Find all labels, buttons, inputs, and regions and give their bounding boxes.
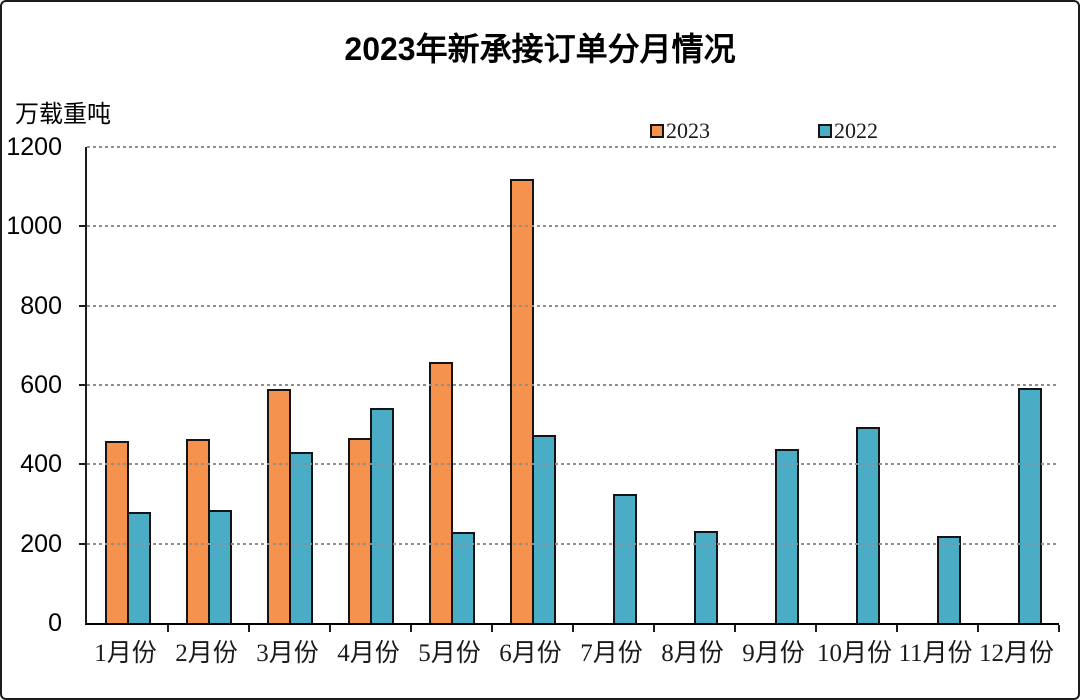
y-axis-unit-label: 万载重吨 [15, 102, 111, 128]
bar-2022 [774, 449, 799, 623]
x-axis-tick [734, 625, 736, 632]
x-axis-label: 2月份 [175, 640, 238, 667]
bar-2022 [693, 531, 718, 623]
gridline-200 [87, 542, 1059, 545]
x-axis-tick [977, 625, 979, 632]
gridline-1200 [87, 146, 1059, 148]
y-axis-tick-label: 1000 [6, 212, 62, 241]
bar-2022 [531, 435, 556, 623]
legend-item-2023: 2023 [650, 118, 710, 144]
plot-area [79, 146, 1060, 632]
x-axis-label: 4月份 [337, 640, 400, 667]
x-axis-tick [1058, 625, 1060, 632]
y-axis-tick-label: 400 [20, 450, 62, 479]
x-axis-label: 6月份 [499, 640, 562, 667]
bar-2022 [288, 452, 313, 623]
x-axis-label: 7月份 [580, 640, 643, 667]
x-axis-tick [491, 625, 493, 632]
bar-group-12月份 [978, 147, 1059, 623]
x-axis-tick [329, 625, 331, 632]
bar-slot-empty [591, 621, 615, 623]
bar-slot-empty [834, 621, 858, 623]
legend-label-2023: 2023 [666, 118, 710, 143]
legend-swatch-2023 [650, 124, 664, 138]
bar-slot-empty [996, 621, 1020, 623]
bar-2022 [612, 494, 637, 623]
x-axis: 1月份 2月份 3月份 4月份 5月份 6月份 7月份 8月份 9月份 10月份 11月份 12月份 [85, 633, 1057, 669]
x-axis-tick [815, 625, 817, 632]
bar-group-5月份 [411, 147, 492, 623]
legend-swatch-2022 [818, 124, 832, 138]
y-axis: 0 200 400 600 800 1000 1200 [2, 133, 62, 637]
bar-2023 [428, 362, 453, 623]
bar-2022 [1017, 388, 1042, 623]
y-axis-tick [79, 463, 87, 466]
y-axis-tick [79, 542, 87, 545]
y-axis-tick-label: 0 [48, 609, 62, 637]
x-axis-label: 8月份 [661, 640, 724, 667]
bar-group-6月份 [492, 147, 573, 623]
bar-2022 [369, 408, 394, 623]
bar-2022 [855, 427, 880, 623]
bar-2022 [936, 536, 961, 623]
y-axis-tick-label: 200 [20, 529, 62, 558]
y-axis-tick [79, 384, 87, 386]
x-axis-tick [248, 625, 250, 632]
bar-group-7月份 [573, 147, 654, 623]
legend: 2023 2022 [650, 118, 878, 144]
bar-group-2月份 [168, 147, 249, 623]
bar-group-3月份 [249, 147, 330, 623]
gridline-600 [87, 384, 1059, 386]
x-axis-tick [410, 625, 412, 632]
bar-2022 [207, 510, 232, 623]
x-axis-tick [653, 625, 655, 632]
bar-group-4月份 [330, 147, 411, 623]
bar-slot-empty [915, 621, 939, 623]
gridline-400 [87, 463, 1059, 466]
chart-title: 2023年新承接订单分月情况 [344, 31, 736, 67]
bar-group-1月份 [87, 147, 168, 623]
bars-layer [87, 147, 1059, 623]
y-axis-tick [79, 304, 87, 307]
bar-2023 [266, 389, 291, 623]
y-axis-tick-label: 1200 [6, 133, 62, 161]
y-axis-tick-label: 800 [20, 291, 62, 320]
bar-2023 [509, 179, 534, 623]
x-axis-tick [167, 625, 169, 632]
gridline-1000 [87, 225, 1059, 228]
bar-2022 [450, 532, 475, 623]
x-axis-label: 3月份 [256, 640, 319, 667]
bar-group-9月份 [735, 147, 816, 623]
bar-slot-empty [753, 621, 777, 623]
x-axis-label: 10月份 [816, 640, 892, 667]
bar-slot-empty [672, 621, 696, 623]
bar-2022 [126, 512, 151, 623]
x-axis-label: 5月份 [418, 640, 481, 667]
x-axis-tick [572, 625, 574, 632]
bar-2023 [185, 439, 210, 623]
x-axis-label: 12月份 [978, 640, 1054, 667]
bar-group-11月份 [897, 147, 978, 623]
x-axis-label: 9月份 [742, 640, 805, 667]
x-axis-tick [896, 625, 898, 632]
gridline-800 [87, 304, 1059, 307]
bar-group-8月份 [654, 147, 735, 623]
legend-label-2022: 2022 [834, 118, 878, 143]
x-axis-label: 1月份 [94, 640, 157, 667]
bar-group-10月份 [816, 147, 897, 623]
x-axis-label: 11月份 [898, 640, 973, 667]
bar-2023 [104, 441, 129, 623]
y-axis-tick-label: 600 [20, 371, 62, 399]
y-axis-tick [79, 225, 87, 228]
legend-item-2022: 2022 [818, 118, 878, 144]
bar-2023 [347, 438, 372, 623]
